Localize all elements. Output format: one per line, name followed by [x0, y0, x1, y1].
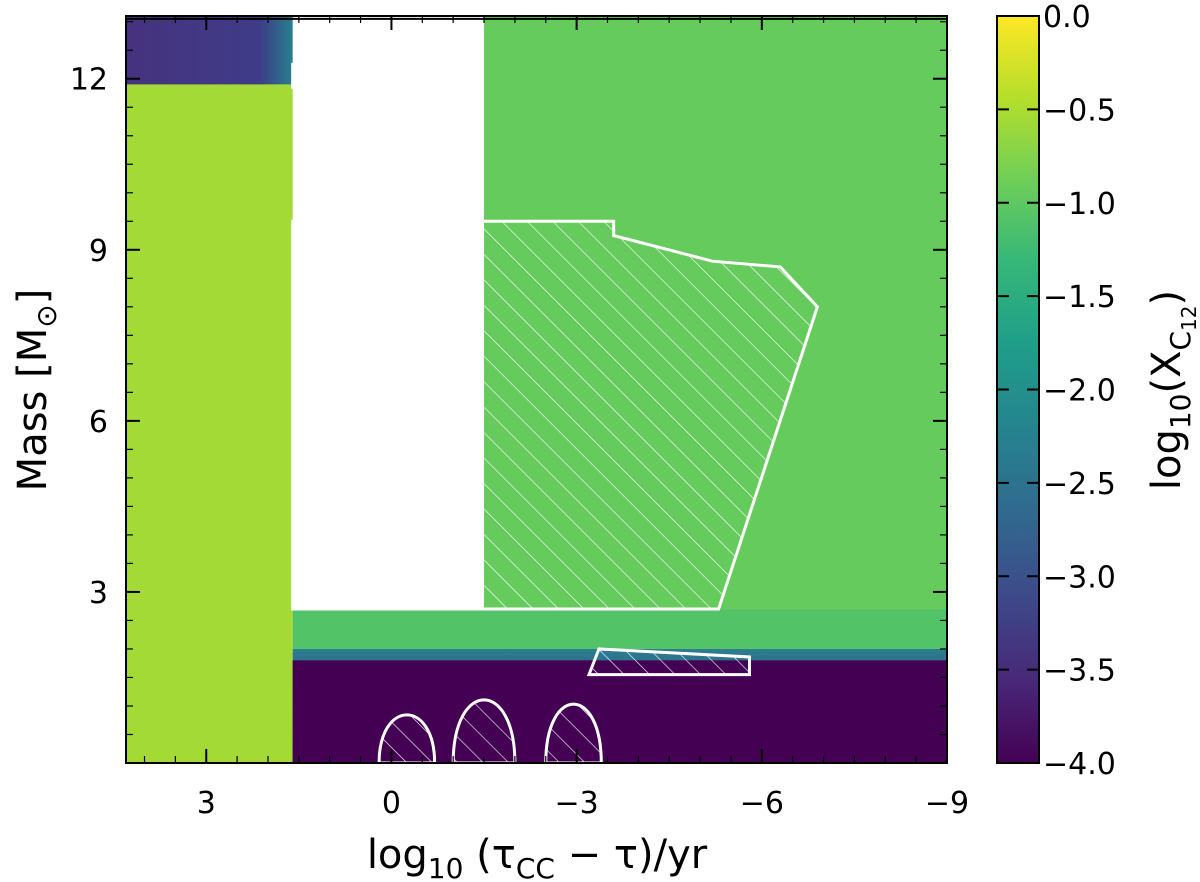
y-tick-label: 9	[89, 234, 108, 269]
colorbar-tick-label: −3.0	[1043, 560, 1116, 595]
convective-zone-core-shell	[586, 647, 751, 677]
y-tick-label: 3	[89, 576, 108, 611]
heatmap-region-left-band	[126, 84, 293, 763]
y-axis-label: Mass [M⊙]	[10, 289, 63, 492]
colorbar-ticks: 0.0 −0.5 −1.0 −1.5 −2.0 −2.5 −3.0 −3.5 −4.0	[997, 0, 1116, 782]
colorbar-tick-label: −1.5	[1043, 280, 1116, 315]
x-tick-label: −9	[925, 786, 969, 821]
colorbar-tick-label: −3.5	[1043, 654, 1116, 689]
convective-zone-core-flash-2	[451, 698, 517, 763]
x-tick-label: −6	[740, 786, 784, 821]
x-axis-label: log10 (τCC − τ)/yr	[367, 832, 708, 882]
colorbar-tick-label: −4.0	[1043, 747, 1116, 782]
colorbar-tick-label: −1.0	[1043, 187, 1116, 222]
plot-frame	[125, 15, 948, 764]
y-tick-label: 12	[70, 63, 108, 98]
x-tick-label: 3	[197, 786, 216, 821]
colorbar-tick-label: 0.0	[1043, 0, 1091, 35]
y-tick-label: 6	[89, 405, 108, 440]
convective-zone-main-shell	[291, 219, 820, 611]
convective-zone-core-flash-1	[377, 713, 437, 763]
x-axis-ticks: 3 0 −3 −6 −9	[143, 16, 969, 821]
convective-zone-core-flash-3	[544, 702, 603, 763]
x-tick-label: 0	[382, 786, 401, 821]
colorbar-tick-label: −0.5	[1043, 93, 1116, 128]
colorbar-tick-label: −2.0	[1043, 374, 1116, 409]
colorbar-tick-label: −2.5	[1043, 467, 1116, 502]
heatmap-region-top-left-surface	[126, 16, 293, 85]
x-tick-label: −3	[555, 786, 599, 821]
y-axis-ticks: 3 6 9 12	[70, 21, 947, 736]
convective-zones	[291, 62, 820, 763]
convective-zone-upper-shell	[291, 62, 379, 89]
colorbar-label: log10(XC12)	[1144, 290, 1200, 490]
heatmap-area	[126, 16, 947, 763]
heatmap-region-transition-shell	[292, 609, 947, 649]
